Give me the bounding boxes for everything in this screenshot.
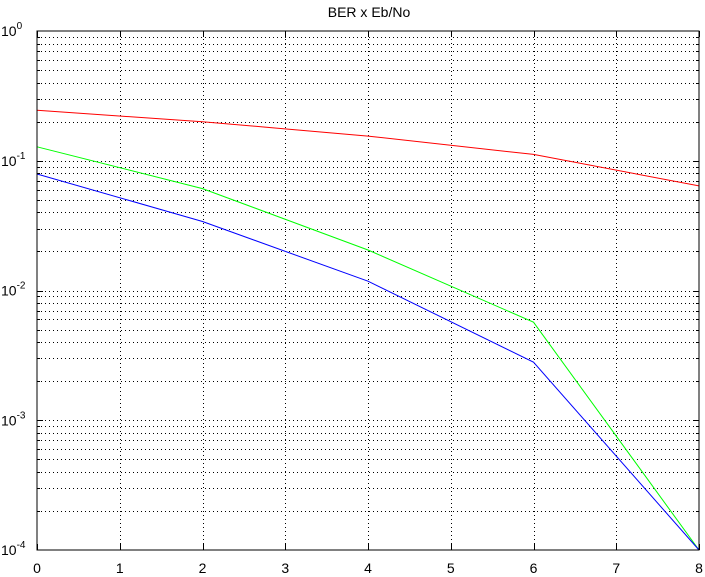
x-tick-label: 2: [199, 560, 207, 576]
chart-title: BER x Eb/No: [328, 4, 411, 20]
grid-lines: [37, 31, 699, 550]
y-tick-labels: 100 10-1 10-2 10-3 10-4: [1, 21, 26, 558]
x-tick-label: 6: [530, 560, 538, 576]
series-line-1: [36, 109, 700, 187]
x-tick-label: 7: [612, 560, 620, 576]
series-line-2: [36, 146, 700, 551]
x-tick-label: 8: [695, 560, 703, 576]
y-tick-label: 10-4: [1, 540, 26, 558]
data-series: [36, 109, 700, 551]
y-tick-label: 10-1: [1, 151, 26, 169]
plot-area: [37, 31, 699, 550]
x-tick-label: 1: [116, 560, 124, 576]
x-tick-label: 0: [33, 560, 41, 576]
y-tick-label: 10-2: [1, 281, 26, 299]
x-tick-label: 4: [364, 560, 372, 576]
x-tick-label: 5: [447, 560, 455, 576]
series-line-3: [36, 173, 700, 551]
x-tick-labels: 0 1 2 3 4 5 6 7 8: [33, 560, 703, 576]
x-tick-label: 3: [281, 560, 289, 576]
tick-marks: [37, 31, 700, 550]
y-tick-label: 10-3: [1, 410, 26, 428]
y-tick-label: 100: [1, 21, 23, 39]
